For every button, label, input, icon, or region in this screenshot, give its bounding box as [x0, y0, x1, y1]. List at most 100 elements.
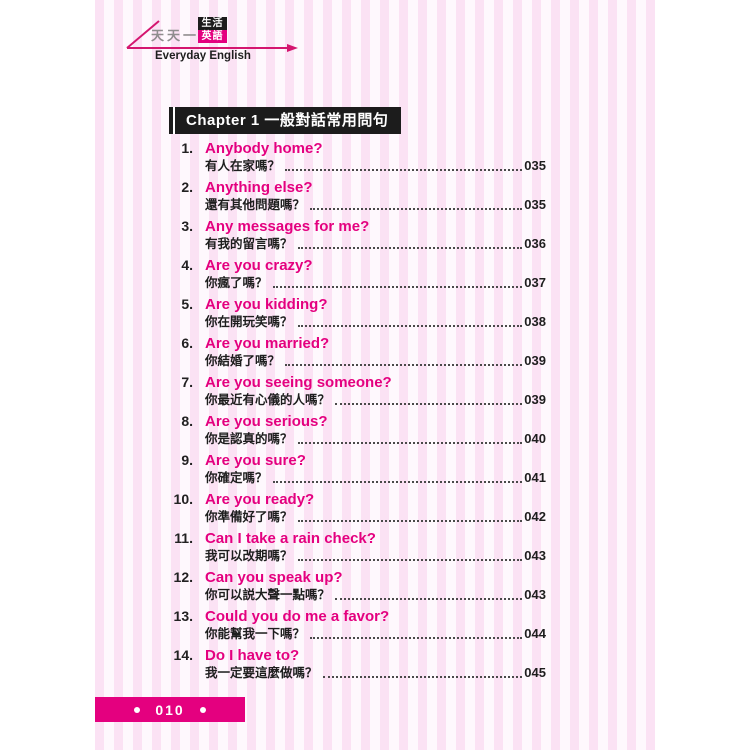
toc-entry-phrase-zh: 你可以説大聲一點嗎？ — [205, 588, 331, 602]
toc-entry-english-row: 3. Any messages for me? — [169, 217, 546, 236]
chapter-heading: Chapter 1 一般對話常用問句 — [169, 107, 402, 134]
dot-leader — [297, 325, 523, 327]
toc-entry-phrase-en: Can I take a rain check? — [205, 530, 376, 547]
toc-entry-translation-row: 你瘋了嗎？ 037 — [205, 275, 546, 291]
brand-title-zh: 天天一句 — [151, 28, 216, 43]
toc-entry-number: 8. — [181, 413, 193, 429]
toc-entry-translation-row: 你在開玩笑嗎？ 038 — [205, 314, 546, 330]
dot-leader — [335, 403, 523, 405]
toc-entry-phrase-en: Are you kidding? — [205, 296, 328, 313]
toc-entry-english-row: 14. Do I have to? — [169, 646, 546, 665]
toc-entry-phrase-en: Are you serious? — [205, 413, 328, 430]
toc-entry-english-row: 6. Are you married? — [169, 334, 546, 353]
toc-entry: 6. Are you married? 你結婚了嗎？ 039 — [169, 334, 546, 369]
toc-entry-english-row: 1. Anybody home? — [169, 139, 546, 158]
toc-entry-phrase-en: Are you ready? — [205, 491, 315, 508]
toc-entry-phrase-zh: 你結婚了嗎？ — [205, 354, 281, 368]
toc-entry-phrase-zh: 你瘋了嗎？ — [205, 276, 268, 290]
toc-entry-page-ref: 045 — [524, 665, 546, 680]
toc-entry-translation-row: 你確定嗎？ 041 — [205, 470, 546, 486]
dot-leader — [335, 598, 523, 600]
toc-entry: 1. Anybody home? 有人在家嗎？ 035 — [169, 139, 546, 174]
dot-leader — [310, 208, 523, 210]
toc-entry-english-row: 11. Can I take a rain check? — [169, 529, 546, 548]
dot-leader — [297, 559, 523, 561]
toc-entry: 2. Anything else? 還有其他問題嗎？ 035 — [169, 178, 546, 213]
page-background: 天天一句 生活 英語 Everyday English Chapter 1 一般… — [95, 0, 655, 750]
toc-entry-phrase-en: Are you crazy? — [205, 257, 313, 274]
toc-entry: 4. Are you crazy? 你瘋了嗎？ 037 — [169, 256, 546, 291]
toc-entry-page-ref: 041 — [524, 470, 546, 485]
toc-entry-translation-row: 你是認真的嗎？ 040 — [205, 431, 546, 447]
toc-entry-number: 5. — [181, 296, 193, 312]
toc-entry-phrase-zh: 我一定要這麼做嗎？ — [205, 666, 318, 680]
toc-entry-phrase-en: Are you sure? — [205, 452, 306, 469]
toc-entry-page-ref: 038 — [524, 314, 546, 329]
toc-entry-translation-row: 我一定要這麼做嗎？ 045 — [205, 665, 546, 681]
toc-entry-page-ref: 039 — [524, 392, 546, 407]
toc-entry-phrase-zh: 我可以改期嗎？ — [205, 549, 293, 563]
toc-entry-phrase-zh: 你在開玩笑嗎？ — [205, 315, 293, 329]
toc-entry-phrase-en: Anything else? — [205, 179, 313, 196]
toc-entry-number: 11. — [174, 530, 193, 546]
toc-entry-phrase-en: Could you do me a favor? — [205, 608, 390, 625]
dot-leader — [272, 481, 523, 483]
toc-entry-number: 13. — [173, 608, 193, 624]
toc-entry: 7. Are you seeing someone? 你最近有心儀的人嗎？ 03… — [169, 373, 546, 408]
toc-entry-english-row: 10. Are you ready? — [169, 490, 546, 509]
toc-entry-number: 6. — [181, 335, 193, 351]
toc-entry-phrase-en: Do I have to? — [205, 647, 300, 664]
toc-entry-translation-row: 你結婚了嗎？ 039 — [205, 353, 546, 369]
toc-entry-number: 9. — [181, 452, 193, 468]
toc-entry-english-row: 7. Are you seeing someone? — [169, 373, 546, 392]
toc-entry-page-ref: 039 — [524, 353, 546, 368]
toc-entry-english-row: 2. Anything else? — [169, 178, 546, 197]
toc-entry-translation-row: 還有其他問題嗎？ 035 — [205, 197, 546, 213]
toc-entry-translation-row: 你可以説大聲一點嗎？ 043 — [205, 587, 546, 603]
toc-entry-phrase-zh: 你最近有心儀的人嗎？ — [205, 393, 331, 407]
dot-leader — [297, 442, 523, 444]
toc-entry: 10. Are you ready? 你準備好了嗎？ 042 — [169, 490, 546, 525]
toc-entry-page-ref: 043 — [524, 548, 546, 563]
toc-entry-number: 12. — [173, 569, 193, 585]
toc-entry-phrase-zh: 你準備好了嗎？ — [205, 510, 293, 524]
toc-entry: 9. Are you sure? 你確定嗎？ 041 — [169, 451, 546, 486]
toc-entry-phrase-zh: 還有其他問題嗎？ — [205, 198, 306, 212]
toc-entry-english-row: 12. Can you speak up? — [169, 568, 546, 587]
toc-entry-number: 7. — [181, 374, 193, 390]
toc-entry-phrase-zh: 你是認真的嗎？ — [205, 432, 293, 446]
toc-entry-phrase-en: Can you speak up? — [205, 569, 343, 586]
dot-leader — [297, 520, 523, 522]
dot-leader — [322, 676, 523, 678]
toc-entry-phrase-zh: 你確定嗎？ — [205, 471, 268, 485]
toc-entry-page-ref: 035 — [524, 197, 546, 212]
toc-entry-english-row: 4. Are you crazy? — [169, 256, 546, 275]
toc-entry-english-row: 8. Are you serious? — [169, 412, 546, 431]
toc-entry-translation-row: 有我的留言嗎？ 036 — [205, 236, 546, 252]
toc-entry: 8. Are you serious? 你是認真的嗎？ 040 — [169, 412, 546, 447]
dot-leader — [310, 637, 523, 639]
footer-page-bar: 010 — [95, 697, 245, 722]
toc-entry-phrase-en: Are you seeing someone? — [205, 374, 392, 391]
toc-entry-number: 2. — [181, 179, 193, 195]
toc-entry: 12. Can you speak up? 你可以説大聲一點嗎？ 043 — [169, 568, 546, 603]
brand-badge-life: 生活 — [198, 17, 227, 30]
toc-entry-number: 3. — [181, 218, 193, 234]
toc-entry-number: 14. — [173, 647, 193, 663]
toc-entry-translation-row: 你能幫我一下嗎？ 044 — [205, 626, 546, 642]
toc-entry-phrase-en: Anybody home? — [205, 140, 323, 157]
toc-entry-page-ref: 036 — [524, 236, 546, 251]
footer-dot-right-icon — [199, 706, 206, 713]
toc-entry-page-ref: 044 — [524, 626, 546, 641]
dot-leader — [285, 169, 523, 171]
toc-entry-english-row: 5. Are you kidding? — [169, 295, 546, 314]
toc-entry-phrase-zh: 有我的留言嗎？ — [205, 237, 293, 251]
toc-entry-phrase-en: Any messages for me? — [205, 218, 370, 235]
toc-entry-english-row: 9. Are you sure? — [169, 451, 546, 470]
toc-entry: 14. Do I have to? 我一定要這麼做嗎？ 045 — [169, 646, 546, 681]
footer-page-number: 010 — [155, 701, 185, 718]
brand-badge-english: 英語 — [198, 30, 227, 43]
toc-entry-translation-row: 你準備好了嗎？ 042 — [205, 509, 546, 525]
toc-entry: 5. Are you kidding? 你在開玩笑嗎？ 038 — [169, 295, 546, 330]
